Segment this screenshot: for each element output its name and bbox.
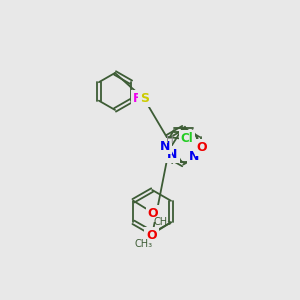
Text: H: H bbox=[166, 135, 174, 145]
Text: S: S bbox=[140, 92, 149, 105]
Text: N: N bbox=[189, 150, 199, 163]
Text: Cl: Cl bbox=[181, 132, 194, 145]
Text: O: O bbox=[196, 141, 207, 154]
Text: CH₃: CH₃ bbox=[134, 239, 152, 249]
Text: O: O bbox=[146, 229, 157, 242]
Text: N: N bbox=[167, 148, 178, 161]
Text: N: N bbox=[159, 140, 170, 153]
Text: O: O bbox=[148, 207, 158, 220]
Text: CH₃: CH₃ bbox=[154, 217, 172, 227]
Text: F: F bbox=[133, 92, 140, 105]
